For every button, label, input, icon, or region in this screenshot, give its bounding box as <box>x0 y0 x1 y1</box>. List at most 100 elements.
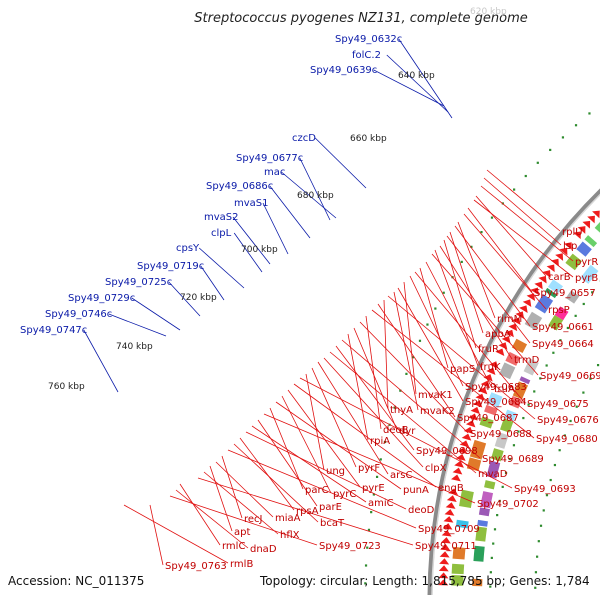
track-dot <box>501 485 504 488</box>
feature-block <box>512 381 529 400</box>
leader-line-blue <box>314 137 367 189</box>
gene-label-red: apt <box>234 527 250 538</box>
feature-block <box>480 491 494 509</box>
gene-label-red: parC <box>305 485 329 496</box>
gene-label-red: carB <box>548 272 571 283</box>
feature-block <box>475 526 487 542</box>
gene-label-red: parE <box>319 502 342 513</box>
gene-arrow-red <box>515 311 525 319</box>
leader-line-red <box>434 249 479 367</box>
track-dot <box>493 528 497 531</box>
gene-label-red: Spy49_0683 <box>465 382 527 393</box>
gene-arrow-red <box>519 305 528 313</box>
track-dot <box>574 124 578 127</box>
track-dot <box>364 564 368 567</box>
track-dot <box>489 585 492 588</box>
leader-line-red <box>486 169 561 232</box>
gene-arrow-red <box>530 287 539 296</box>
leader-line-blue <box>198 247 245 289</box>
gene-label-red: pyrC <box>333 489 356 500</box>
feature-block <box>451 563 465 575</box>
feature-block <box>524 311 543 330</box>
gene-label-red: deoD <box>408 505 435 516</box>
gene-arrow-red <box>451 474 461 482</box>
gene-arrow-red <box>454 460 464 468</box>
track-dot <box>492 542 495 545</box>
track-dot <box>545 494 549 497</box>
gene-arrow-red <box>440 544 451 551</box>
gene-label-red: dyr <box>399 426 416 437</box>
feature-block <box>519 376 531 385</box>
track-dot <box>566 326 569 330</box>
leader-line-red <box>383 299 389 410</box>
leader-line-red <box>329 351 477 474</box>
gene-label-red: papS <box>450 364 475 375</box>
track-dot <box>537 540 540 543</box>
track-dot <box>558 449 561 452</box>
gene-arrow-red <box>573 231 581 240</box>
leader-line-blue <box>281 171 337 219</box>
track-dot <box>549 148 552 152</box>
gene-arrow-red <box>505 329 514 338</box>
kbp-tick-labels: 640 kbp 660 kbp 680 kbp 700 kbp 720 kbp 740 k… <box>48 71 435 392</box>
gene-label-red: pyrR <box>575 257 598 268</box>
leader-line-red <box>397 287 464 402</box>
track-dot <box>588 112 591 115</box>
leader-line-red <box>305 373 325 471</box>
track-dot <box>582 391 585 394</box>
leader-line-red <box>483 177 562 246</box>
leader-line-red <box>365 315 382 430</box>
leader-line-blue <box>398 38 453 119</box>
feature-block <box>534 294 554 314</box>
kbp-label: 640 kbp <box>398 71 435 81</box>
leader-line-red <box>347 333 369 441</box>
gene-label-red: fruK <box>480 362 501 373</box>
leader-line-red <box>311 367 357 468</box>
gene-label-red: rpsP <box>548 305 570 316</box>
track-dot <box>480 230 483 234</box>
gene-arrow-red <box>472 400 483 408</box>
leader-line-red <box>467 207 533 293</box>
track-dot <box>549 478 552 482</box>
gene-label-red: punA <box>403 485 429 496</box>
gene-label-red: Spy49_0676 <box>537 415 599 426</box>
track-dot <box>490 216 494 219</box>
gene-arrow-red <box>468 413 478 421</box>
track-dot <box>513 188 516 191</box>
gene-label-red: fruA <box>494 384 515 395</box>
leader-line-red <box>480 185 574 262</box>
gene-label-red: Spy49_0664 <box>532 339 594 350</box>
leader-line-red <box>209 465 233 532</box>
leader-line-red <box>215 461 274 518</box>
gene-arrow-red <box>438 572 449 579</box>
track-dot <box>596 364 600 367</box>
gene-arrow-red <box>438 565 449 572</box>
gene-label-red: pyrE <box>362 483 385 494</box>
feature-block <box>565 253 583 271</box>
leader-line-red <box>239 437 295 511</box>
track-dot <box>434 307 437 310</box>
gene-label-red: Spy49_0711 <box>415 541 477 552</box>
leader-line-blue <box>83 329 119 393</box>
track-dot <box>364 582 367 585</box>
leader-line-red <box>293 383 437 488</box>
genome-summary-text: Topology: circular; Length: 1,815,785 bp… <box>259 574 590 588</box>
track-dot <box>496 514 499 517</box>
leader-line-blue <box>232 216 271 265</box>
feature-block <box>584 235 598 248</box>
gene-label-red: Spy49_0763 <box>165 561 227 572</box>
gene-arrow-red <box>511 317 521 326</box>
track-dot <box>490 556 493 560</box>
gene-arrow-red <box>498 342 508 350</box>
feature-block <box>576 241 592 257</box>
gene-label-red: Spy49_0698 <box>416 446 478 457</box>
leader-line-red <box>245 431 407 510</box>
gene-arrow-red <box>563 242 572 250</box>
gene-label-red: clpX <box>425 463 447 474</box>
gene-label-red: Spy49_0709 <box>418 524 480 535</box>
leader-line-red <box>287 389 361 488</box>
leader-line-red <box>359 321 469 434</box>
leader-line-red <box>203 471 279 535</box>
gene-arrow-red <box>489 361 499 369</box>
